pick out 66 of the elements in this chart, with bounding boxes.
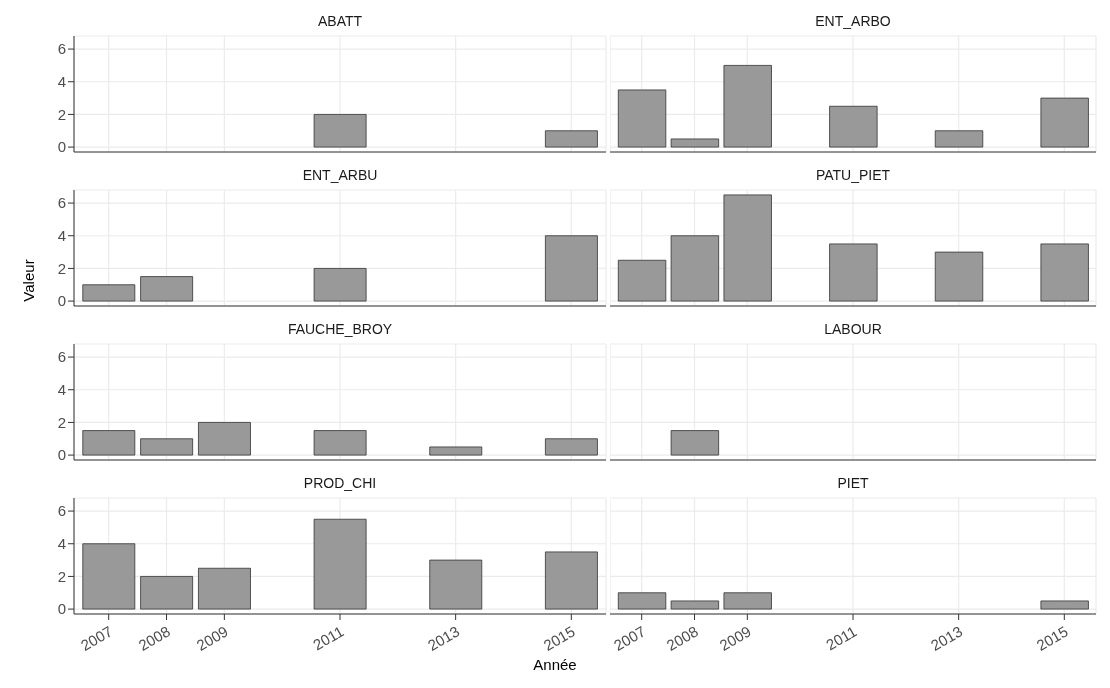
y-tick-label: 0: [57, 600, 66, 618]
bar: [429, 446, 483, 456]
chart-title: FAUCHE_BROY: [286, 320, 394, 339]
bar: [829, 105, 878, 148]
bar: [198, 567, 251, 610]
y-tick-label: 4: [57, 381, 66, 399]
y-tick-label: 6: [57, 348, 66, 366]
bar: [723, 65, 772, 148]
bar: [544, 438, 598, 456]
bar: [313, 430, 367, 456]
bar: [544, 235, 598, 302]
bar: [544, 551, 598, 610]
bar: [313, 518, 367, 610]
bar: [140, 576, 194, 610]
chart-title: PIET: [836, 474, 870, 493]
y-tick-label: 6: [57, 40, 66, 58]
chart-title: ENT_ARBU: [301, 166, 379, 185]
bar: [140, 276, 194, 302]
x-tick-label: 2009: [193, 622, 231, 654]
bar: [82, 543, 136, 610]
bar: [429, 559, 483, 610]
x-tick-label: 2009: [716, 622, 754, 654]
x-tick-label: 2011: [310, 622, 347, 654]
x-axis-title: Année: [532, 656, 578, 673]
x-tick-label: 2013: [424, 622, 463, 654]
x-tick-label: 2015: [540, 622, 578, 654]
y-tick-label: 2: [57, 567, 66, 585]
bar: [670, 138, 720, 148]
x-tick-label: 2015: [1033, 622, 1071, 654]
y-tick-label: 6: [57, 194, 66, 212]
bar: [829, 243, 878, 302]
bar: [313, 268, 367, 302]
x-tick-label: 2013: [927, 622, 966, 654]
x-tick-label: 2007: [77, 622, 116, 654]
bar: [617, 259, 667, 302]
bar: [617, 89, 667, 148]
bar: [1040, 97, 1089, 148]
chart-title: LABOUR: [823, 320, 883, 339]
x-tick-label: 2008: [663, 622, 702, 654]
bar: [198, 422, 251, 456]
y-axis-title: Valeur: [19, 258, 37, 304]
y-tick-label: 0: [57, 446, 66, 464]
y-tick-label: 6: [57, 502, 66, 520]
y-tick-label: 2: [57, 259, 66, 277]
chart-title: ENT_ARBO: [814, 12, 892, 31]
y-tick-label: 4: [57, 535, 66, 553]
y-tick-label: 0: [57, 138, 66, 156]
bar: [82, 284, 136, 302]
bar: [934, 130, 984, 148]
bar: [1040, 243, 1089, 302]
bar: [723, 194, 772, 302]
y-tick-label: 4: [57, 73, 66, 91]
x-tick-label: 2008: [135, 622, 174, 654]
bar: [140, 438, 194, 456]
bar: [82, 430, 136, 456]
bar: [670, 235, 720, 302]
bar: [934, 251, 984, 302]
chart-title: PATU_PIET: [814, 166, 892, 185]
y-tick-label: 0: [57, 292, 66, 310]
chart-title: PROD_CHI: [302, 474, 378, 493]
x-tick-label: 2011: [823, 622, 860, 654]
y-tick-label: 2: [57, 105, 66, 123]
y-tick-label: 2: [57, 413, 66, 431]
x-tick-label: 2007: [610, 622, 649, 654]
chart-title: ABATT: [316, 12, 364, 31]
y-tick-label: 4: [57, 227, 66, 245]
